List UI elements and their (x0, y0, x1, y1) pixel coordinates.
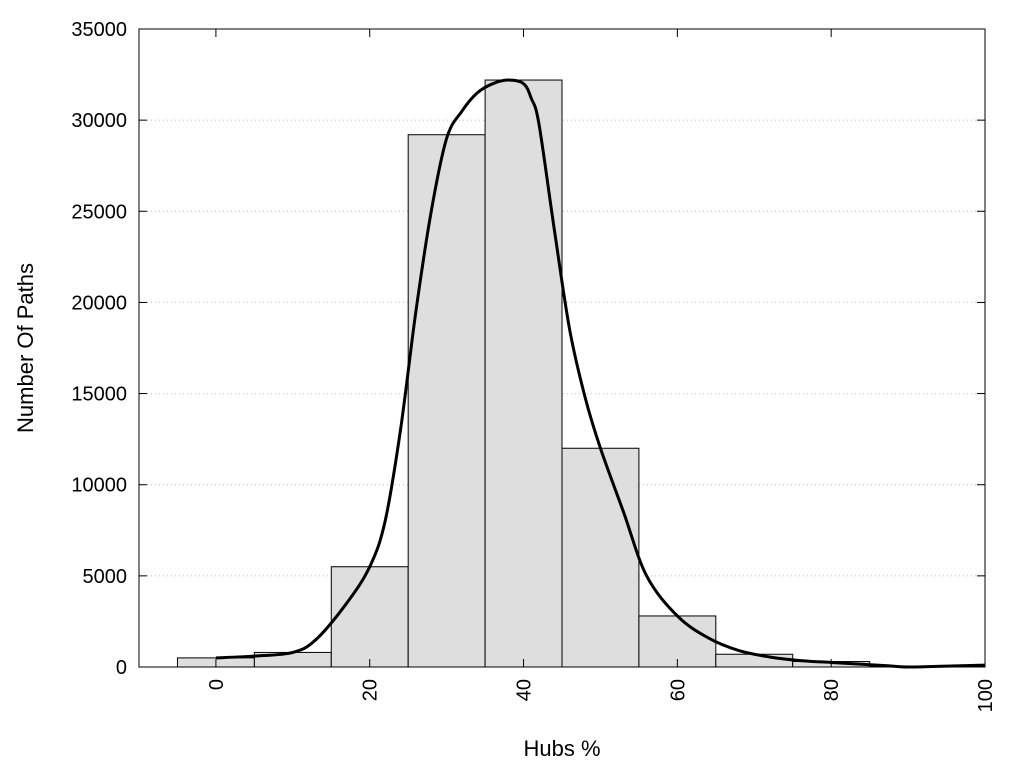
x-tick-label: 80 (821, 679, 843, 701)
y-tick-label: 20000 (71, 292, 127, 314)
gridlines (139, 119, 985, 577)
density-curve (215, 78, 986, 669)
y-tick-label: 10000 (71, 475, 127, 497)
x-tick-label: 0 (206, 679, 228, 690)
x-axis-label: Hubs % (523, 736, 600, 761)
y-tick-label: 25000 (71, 201, 127, 223)
y-tick-label: 30000 (71, 110, 127, 132)
plot-frame (138, 28, 986, 668)
y-tick-label: 5000 (83, 566, 128, 588)
y-axis-ticks: 0 5000 10000 15000 20000 25000 30000 35000 (71, 19, 985, 679)
histogram-bars (176, 79, 948, 668)
x-tick-label: 20 (360, 679, 382, 701)
x-axis-ticks: 0 20 40 60 80 100 (206, 29, 997, 712)
y-tick-label: 0 (116, 657, 127, 679)
histogram-bar (407, 134, 486, 668)
x-tick-label: 40 (514, 679, 536, 701)
y-tick-label: 15000 (71, 384, 127, 406)
histogram-bar (330, 566, 409, 668)
y-axis-label: Number Of Paths (13, 263, 38, 433)
histogram-bar (484, 79, 563, 668)
histogram-bar (715, 653, 794, 668)
y-tick-label: 35000 (71, 19, 127, 41)
histogram-bar (561, 447, 640, 668)
x-tick-label: 60 (667, 679, 689, 701)
histogram-bar (638, 615, 717, 668)
x-tick-label: 100 (975, 679, 997, 712)
